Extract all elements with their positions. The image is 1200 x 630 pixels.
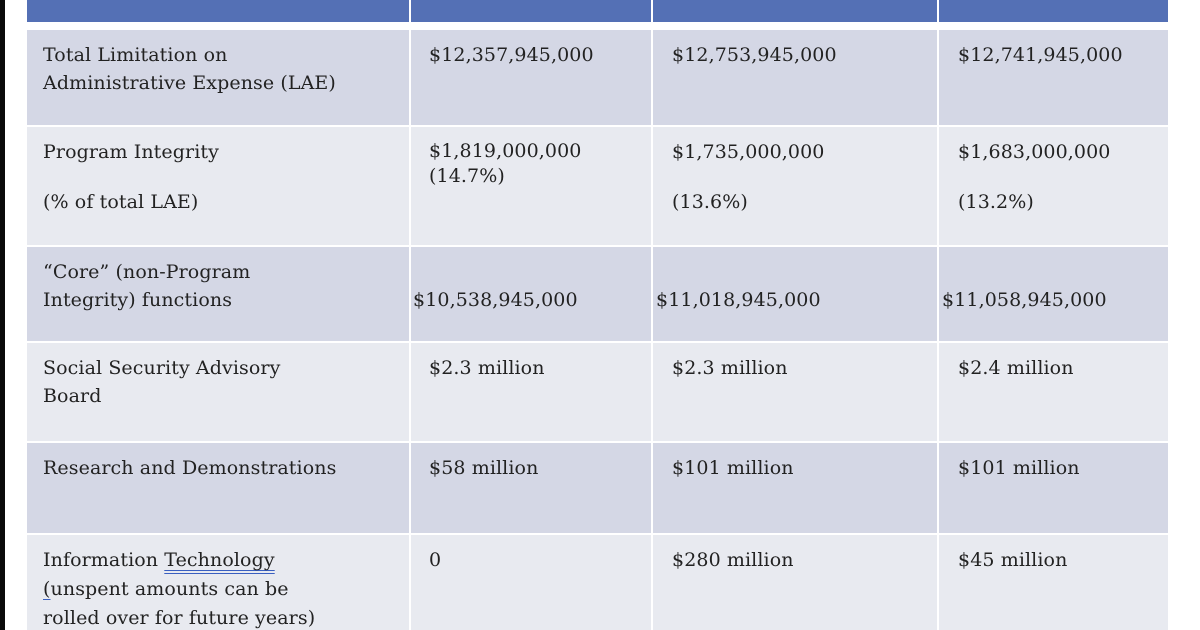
- table-cell: $101 million: [653, 443, 937, 533]
- row-label-line: Program Integrity: [43, 141, 219, 163]
- table-cell: $1,735,000,000 (13.6%): [653, 127, 937, 245]
- row-label-line: “Core” (non-Program: [43, 261, 251, 283]
- table-cell: $45 million: [939, 535, 1168, 630]
- table-cell: $12,357,945,000: [411, 30, 651, 125]
- row-label-line: Board: [43, 385, 102, 407]
- row-label: “Core” (non-Program Integrity) functions: [27, 247, 409, 341]
- row-label-line: Administrative Expense (LAE): [43, 72, 336, 94]
- left-window-edge: [0, 0, 5, 630]
- cell-value: $1,819,000,000: [429, 140, 582, 162]
- table-cell: $12,753,945,000: [653, 30, 937, 125]
- cell-value: $1,683,000,000: [958, 141, 1111, 163]
- cell-value: $2.4 million: [958, 357, 1074, 379]
- cell-percent: (13.6%): [672, 191, 748, 213]
- cell-value: $1,735,000,000: [672, 141, 825, 163]
- table-row-ssab: Social Security Advisory Board $2.3 mill…: [27, 343, 1168, 441]
- row-label: Research and Demonstrations: [27, 443, 409, 533]
- row-label-line: Total Limitation on: [43, 44, 228, 66]
- header-cell: [27, 0, 409, 22]
- table-cell: $58 million: [411, 443, 651, 533]
- row-label-text: Information: [43, 549, 165, 571]
- row-label-text: unspent amounts can be: [50, 578, 289, 600]
- table-cell: $280 million: [653, 535, 937, 630]
- cell-value: $58 million: [429, 457, 539, 479]
- row-label-line: rolled over for future years): [43, 607, 316, 629]
- table-row-core-functions: “Core” (non-Program Integrity) functions…: [27, 247, 1168, 341]
- row-label: Total Limitation on Administrative Expen…: [27, 30, 409, 125]
- header-cell: [411, 0, 651, 22]
- table-cell: $10,538,945,000: [411, 247, 651, 341]
- header-cell: [653, 0, 937, 22]
- cell-value: $10,538,945,000: [413, 289, 578, 311]
- row-label: Social Security Advisory Board: [27, 343, 409, 441]
- cell-value: $45 million: [958, 549, 1068, 571]
- row-label-line: Social Security Advisory: [43, 357, 281, 379]
- cell-value: $101 million: [672, 457, 794, 479]
- cell-value: $11,018,945,000: [656, 289, 821, 311]
- row-label-line: Information Technology: [43, 546, 393, 575]
- row-label-line: (unspent amounts can be: [43, 575, 393, 604]
- cell-value: $12,753,945,000: [672, 44, 837, 66]
- table-row-program-integrity: Program Integrity (% of total LAE) $1,81…: [27, 127, 1168, 245]
- cell-percent: (13.2%): [958, 191, 1034, 213]
- cell-value: $101 million: [958, 457, 1080, 479]
- spellcheck-underlined-word: Technology: [164, 549, 275, 571]
- table-header-row: [27, 0, 1168, 22]
- table-cell: $11,058,945,000: [939, 247, 1168, 341]
- table-row-information-technology: Information Technology (unspent amounts …: [27, 535, 1168, 630]
- table-cell: $2.3 million: [411, 343, 651, 441]
- row-label-line: Integrity) functions: [43, 289, 233, 311]
- cell-value: $12,741,945,000: [958, 44, 1123, 66]
- row-label: Program Integrity (% of total LAE): [27, 127, 409, 245]
- cell-value: $2.3 million: [429, 357, 545, 379]
- table-cell: $2.3 million: [653, 343, 937, 441]
- cell-value: $280 million: [672, 549, 794, 571]
- cell-value: $12,357,945,000: [429, 44, 594, 66]
- table-cell: $2.4 million: [939, 343, 1168, 441]
- cell-value: 0: [429, 549, 442, 571]
- cell-value: $11,058,945,000: [942, 289, 1107, 311]
- table-cell: $1,819,000,000 (14.7%): [411, 127, 651, 245]
- cell-percent: (14.7%): [429, 165, 505, 187]
- spellcheck-underlined-char: (: [43, 578, 51, 600]
- table-cell: $101 million: [939, 443, 1168, 533]
- table-row-research: Research and Demonstrations $58 million …: [27, 443, 1168, 533]
- row-label: Information Technology (unspent amounts …: [27, 535, 409, 630]
- header-cell: [939, 0, 1168, 22]
- table-cell: $12,741,945,000: [939, 30, 1168, 125]
- row-label-line: (% of total LAE): [43, 191, 199, 213]
- table-cell: $11,018,945,000: [653, 247, 937, 341]
- table-row-total-lae: Total Limitation on Administrative Expen…: [27, 30, 1168, 125]
- cell-value: $2.3 million: [672, 357, 788, 379]
- row-label-line: Research and Demonstrations: [43, 457, 337, 479]
- table-cell: $1,683,000,000 (13.2%): [939, 127, 1168, 245]
- table-cell: 0: [411, 535, 651, 630]
